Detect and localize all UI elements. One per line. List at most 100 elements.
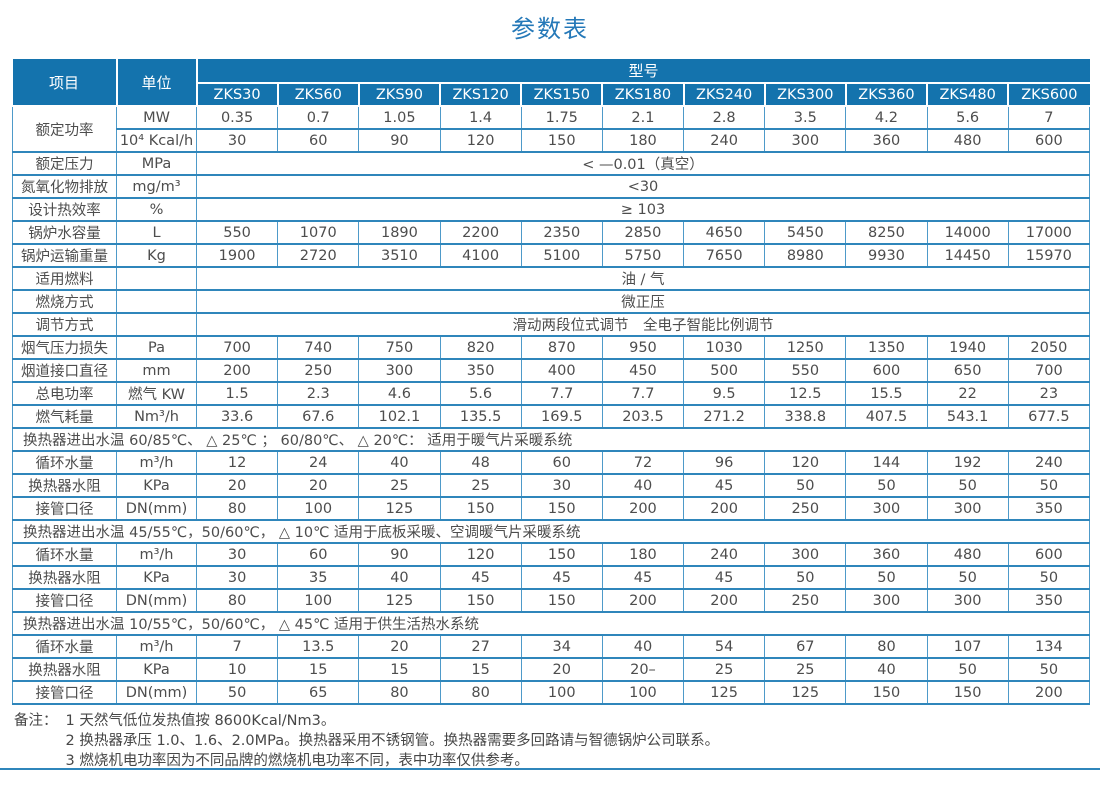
value-cell: 200 bbox=[1007, 680, 1091, 705]
section-label: 换热器进出水温 10/55℃，50/60℃， △ 45℃ 适用于供生活热水系统 bbox=[12, 611, 1090, 636]
row-label: 额定功率 bbox=[12, 105, 117, 153]
value-cell: 50 bbox=[1007, 657, 1091, 682]
value-cell: 50 bbox=[1007, 473, 1091, 498]
unit-cell bbox=[116, 266, 197, 291]
value-cell: 22 bbox=[926, 381, 1009, 406]
value-cell: 20 bbox=[358, 634, 441, 659]
value-cell: 200 bbox=[195, 358, 279, 383]
row-label: 调节方式 bbox=[12, 312, 117, 337]
value-cell: 300 bbox=[845, 588, 928, 613]
model-header: ZKS60 bbox=[276, 83, 360, 107]
model-header: ZKS90 bbox=[357, 83, 442, 107]
value-cell: 7 bbox=[1007, 105, 1091, 130]
header-group-row: 项目 单位 型号 bbox=[12, 59, 1090, 107]
row-label: 循环水量 bbox=[12, 634, 117, 659]
value-cell: 200 bbox=[601, 496, 685, 521]
unit-cell: 燃气 KW bbox=[116, 381, 197, 406]
value-cell: 1070 bbox=[277, 220, 360, 245]
table-row: 接管口径 DN(mm) 80 100 125 150 150 200 200 250 300 300 3… bbox=[12, 588, 1091, 613]
unit-cell: mm bbox=[116, 358, 197, 383]
value-cell: 96 bbox=[683, 450, 766, 475]
value-cell: 2350 bbox=[520, 220, 603, 245]
value-cell: 80 bbox=[195, 496, 279, 521]
value-cell: 1.05 bbox=[358, 105, 441, 130]
model-header-row: ZKS30 ZKS60 ZKS90 ZKS120 ZKS150 ZKS180 ZKS240 Z… bbox=[13, 83, 1090, 107]
value-cell: 33.6 bbox=[195, 404, 279, 429]
value-cell: 300 bbox=[764, 542, 847, 567]
unit-cell: m³/h bbox=[116, 634, 197, 659]
value-cell: 100 bbox=[601, 680, 685, 705]
value-cell: 740 bbox=[277, 335, 360, 360]
table-row: 接管口径 DN(mm) 50 65 80 80 100 100 125 125 150 150 200 bbox=[12, 680, 1091, 705]
row-label: 烟道接口直径 bbox=[12, 358, 117, 383]
model-header: ZKS240 bbox=[682, 83, 766, 107]
value-cell: 180 bbox=[601, 542, 685, 567]
value-cell: 120 bbox=[439, 128, 522, 153]
table-row: 烟气压力损失 Pa 700 740 750 820 870 950 1030 1250 1350 19… bbox=[12, 335, 1091, 360]
row-label: 设计热效率 bbox=[12, 197, 117, 222]
value-cell: 3.5 bbox=[764, 105, 847, 130]
merged-value-cell: 微正压 bbox=[196, 289, 1090, 314]
value-cell: 4.6 bbox=[358, 381, 441, 406]
table-row: 氮氧化物排放 mg/m³ <30 bbox=[12, 174, 1090, 199]
value-cell: 30 bbox=[195, 565, 279, 590]
value-cell: 1030 bbox=[683, 335, 766, 360]
notes-list: 1 天然气低位发热值按 8600Kcal/Nm3。 2 换热器承压 1.0、1.6… bbox=[66, 711, 720, 771]
item-column-header: 项目 bbox=[12, 59, 118, 107]
value-cell: 12 bbox=[195, 450, 279, 475]
row-label: 锅炉水容量 bbox=[12, 220, 117, 245]
value-cell: 45 bbox=[683, 473, 766, 498]
table-row: 设计热效率% ≥ 103 bbox=[12, 197, 1090, 222]
unit-cell: Kg bbox=[116, 243, 197, 268]
table-row: 换热器水阻 KPa 20 20 25 25 30 40 45 50 50 50 50 bbox=[12, 473, 1091, 498]
table-row: 燃气耗量 Nm³/h 33.6 67.6 102.1 135.5 169.5 203.5 271… bbox=[12, 404, 1091, 429]
value-cell: 271.2 bbox=[683, 404, 766, 429]
unit-cell: DN(mm) bbox=[116, 496, 197, 521]
value-cell: 150 bbox=[520, 496, 603, 521]
unit-cell: Pa bbox=[116, 335, 197, 360]
value-cell: 17000 bbox=[1007, 220, 1091, 245]
note-line: 3 燃烧机电功率因为不同品牌的燃烧机电功率不同，表中功率仅供参考。 bbox=[65, 753, 529, 769]
table-row: 额定功率 MW 0.35 0.7 1.05 1.4 1.75 2.1 2.8 3.5 4.2 5.6 7 bbox=[12, 105, 1091, 153]
parameter-table: 项目 单位 型号 ZKS30 ZKS60 ZKS90 ZKS120 ZKS150 ZKS1… bbox=[12, 59, 1091, 705]
value-cell: 80 bbox=[845, 634, 928, 659]
value-cell: 600 bbox=[1007, 128, 1091, 153]
value-cell: 7.7 bbox=[601, 381, 685, 406]
value-cell: 360 bbox=[845, 542, 928, 567]
value-cell: 7650 bbox=[683, 243, 766, 268]
value-cell: 2050 bbox=[1007, 335, 1091, 360]
value-cell: 4100 bbox=[439, 243, 522, 268]
value-cell: 45 bbox=[520, 565, 603, 590]
table-row: 额定压力 MPa < —0.01（真空） bbox=[12, 151, 1090, 176]
value-cell: 400 bbox=[520, 358, 603, 383]
model-group-header: 型号 bbox=[195, 59, 1090, 84]
value-cell: 24 bbox=[277, 450, 360, 475]
merged-value-cell: ≥ 103 bbox=[196, 197, 1090, 222]
value-cell: 144 bbox=[845, 450, 928, 475]
value-cell: 750 bbox=[358, 335, 441, 360]
value-cell: 1.75 bbox=[520, 105, 603, 130]
value-cell: 2850 bbox=[601, 220, 685, 245]
unit-cell: KPa bbox=[116, 657, 197, 682]
unit-cell: m³/h bbox=[116, 450, 197, 475]
value-cell: 250 bbox=[764, 496, 847, 521]
unit-cell: MPa bbox=[116, 151, 197, 176]
value-cell: 0.35 bbox=[195, 105, 279, 130]
section-label: 换热器进出水温 60/85℃、 △ 25℃ ； 60/80℃、 △ 20℃： 适… bbox=[12, 427, 1090, 452]
table-body: 额定功率 MW 0.35 0.7 1.05 1.4 1.75 2.1 2.8 3.5 4.2 5.6 7… bbox=[12, 105, 1091, 705]
unit-cell: Nm³/h bbox=[116, 404, 197, 429]
table-row: 循环水量 m³/h 7 13.5 20 27 34 40 54 67 80 107 134 bbox=[12, 634, 1091, 659]
value-cell: 300 bbox=[764, 128, 847, 153]
value-cell: 65 bbox=[277, 680, 360, 705]
value-cell: 120 bbox=[764, 450, 847, 475]
table-row: 循环水量 m³/h 12 24 40 48 60 72 96 120 144 192 240 bbox=[12, 450, 1091, 475]
row-label: 接管口径 bbox=[12, 496, 117, 521]
value-cell: 25 bbox=[764, 657, 847, 682]
value-cell: 550 bbox=[764, 358, 847, 383]
value-cell: 1350 bbox=[845, 335, 928, 360]
value-cell: 25 bbox=[439, 473, 522, 498]
value-cell: 100 bbox=[277, 588, 360, 613]
value-cell: 23 bbox=[1007, 381, 1091, 406]
value-cell: 150 bbox=[520, 542, 603, 567]
row-label: 总电功率 bbox=[12, 381, 117, 406]
